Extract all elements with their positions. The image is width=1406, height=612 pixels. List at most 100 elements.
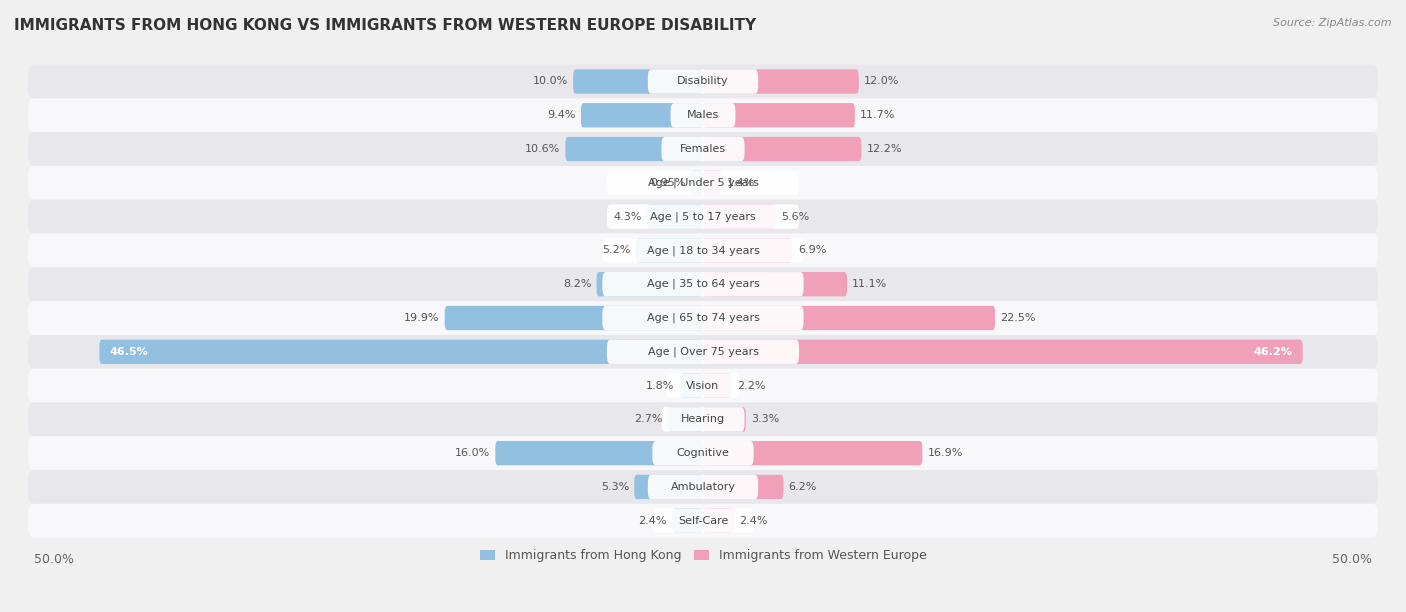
FancyBboxPatch shape — [581, 103, 703, 127]
FancyBboxPatch shape — [703, 441, 922, 465]
FancyBboxPatch shape — [602, 272, 804, 296]
Text: 11.1%: 11.1% — [852, 279, 887, 289]
Text: 2.2%: 2.2% — [737, 381, 765, 390]
Text: 46.2%: 46.2% — [1254, 347, 1292, 357]
FancyBboxPatch shape — [690, 171, 703, 195]
FancyBboxPatch shape — [28, 335, 1378, 368]
FancyBboxPatch shape — [28, 403, 1378, 436]
FancyBboxPatch shape — [703, 204, 776, 229]
FancyBboxPatch shape — [703, 69, 859, 94]
Text: 2.7%: 2.7% — [634, 414, 662, 424]
Text: 4.3%: 4.3% — [613, 212, 643, 222]
FancyBboxPatch shape — [565, 137, 703, 161]
FancyBboxPatch shape — [28, 436, 1378, 470]
Text: 16.9%: 16.9% — [928, 448, 963, 458]
Text: Age | 65 to 74 years: Age | 65 to 74 years — [647, 313, 759, 323]
FancyBboxPatch shape — [703, 272, 846, 296]
Text: Hearing: Hearing — [681, 414, 725, 424]
Text: Cognitive: Cognitive — [676, 448, 730, 458]
Text: Ambulatory: Ambulatory — [671, 482, 735, 492]
FancyBboxPatch shape — [703, 103, 855, 127]
Text: 5.3%: 5.3% — [600, 482, 628, 492]
Text: Vision: Vision — [686, 381, 720, 390]
FancyBboxPatch shape — [607, 340, 799, 364]
Text: 12.2%: 12.2% — [866, 144, 903, 154]
FancyBboxPatch shape — [28, 234, 1378, 267]
FancyBboxPatch shape — [444, 306, 703, 330]
Text: Disability: Disability — [678, 76, 728, 86]
Text: 0.95%: 0.95% — [650, 178, 686, 188]
FancyBboxPatch shape — [666, 373, 740, 398]
FancyBboxPatch shape — [636, 238, 703, 263]
FancyBboxPatch shape — [672, 509, 703, 533]
FancyBboxPatch shape — [668, 407, 703, 431]
Text: 8.2%: 8.2% — [562, 279, 592, 289]
Text: Source: ZipAtlas.com: Source: ZipAtlas.com — [1274, 18, 1392, 28]
FancyBboxPatch shape — [574, 69, 703, 94]
FancyBboxPatch shape — [28, 99, 1378, 132]
Text: 6.9%: 6.9% — [797, 245, 827, 255]
Text: 2.4%: 2.4% — [638, 516, 666, 526]
Text: 6.2%: 6.2% — [789, 482, 817, 492]
Text: 22.5%: 22.5% — [1000, 313, 1036, 323]
Text: 11.7%: 11.7% — [860, 110, 896, 121]
FancyBboxPatch shape — [703, 306, 995, 330]
FancyBboxPatch shape — [703, 137, 862, 161]
FancyBboxPatch shape — [28, 301, 1378, 335]
Text: Females: Females — [681, 144, 725, 154]
FancyBboxPatch shape — [28, 368, 1378, 403]
Legend: Immigrants from Hong Kong, Immigrants from Western Europe: Immigrants from Hong Kong, Immigrants fr… — [475, 544, 931, 567]
FancyBboxPatch shape — [661, 407, 745, 431]
Text: Males: Males — [688, 110, 718, 121]
FancyBboxPatch shape — [703, 509, 734, 533]
Text: 5.6%: 5.6% — [780, 212, 808, 222]
Text: 1.4%: 1.4% — [727, 178, 755, 188]
FancyBboxPatch shape — [28, 267, 1378, 301]
FancyBboxPatch shape — [28, 470, 1378, 504]
Text: 16.0%: 16.0% — [456, 448, 491, 458]
FancyBboxPatch shape — [703, 373, 731, 398]
Text: 19.9%: 19.9% — [404, 313, 440, 323]
FancyBboxPatch shape — [100, 340, 703, 364]
FancyBboxPatch shape — [28, 200, 1378, 234]
FancyBboxPatch shape — [703, 340, 1303, 364]
FancyBboxPatch shape — [607, 204, 799, 229]
FancyBboxPatch shape — [602, 238, 804, 263]
FancyBboxPatch shape — [28, 65, 1378, 99]
Text: 9.4%: 9.4% — [547, 110, 576, 121]
Text: 1.8%: 1.8% — [647, 381, 675, 390]
FancyBboxPatch shape — [647, 204, 703, 229]
FancyBboxPatch shape — [703, 407, 745, 431]
FancyBboxPatch shape — [703, 238, 793, 263]
Text: 10.6%: 10.6% — [524, 144, 560, 154]
Text: Self-Care: Self-Care — [678, 516, 728, 526]
Text: Age | 18 to 34 years: Age | 18 to 34 years — [647, 245, 759, 256]
Text: 3.3%: 3.3% — [751, 414, 779, 424]
FancyBboxPatch shape — [602, 306, 804, 330]
Text: Age | 5 to 17 years: Age | 5 to 17 years — [650, 211, 756, 222]
FancyBboxPatch shape — [28, 504, 1378, 537]
FancyBboxPatch shape — [671, 103, 735, 127]
Text: Age | Under 5 years: Age | Under 5 years — [648, 177, 758, 188]
FancyBboxPatch shape — [28, 132, 1378, 166]
FancyBboxPatch shape — [652, 441, 754, 465]
Text: 2.4%: 2.4% — [740, 516, 768, 526]
FancyBboxPatch shape — [28, 166, 1378, 200]
Text: Age | 35 to 64 years: Age | 35 to 64 years — [647, 279, 759, 289]
FancyBboxPatch shape — [648, 69, 758, 94]
FancyBboxPatch shape — [634, 475, 703, 499]
FancyBboxPatch shape — [703, 475, 783, 499]
FancyBboxPatch shape — [661, 137, 745, 161]
FancyBboxPatch shape — [607, 171, 799, 195]
Text: 10.0%: 10.0% — [533, 76, 568, 86]
Text: Age | Over 75 years: Age | Over 75 years — [648, 346, 758, 357]
Text: IMMIGRANTS FROM HONG KONG VS IMMIGRANTS FROM WESTERN EUROPE DISABILITY: IMMIGRANTS FROM HONG KONG VS IMMIGRANTS … — [14, 18, 756, 34]
FancyBboxPatch shape — [652, 509, 754, 533]
FancyBboxPatch shape — [679, 373, 703, 398]
FancyBboxPatch shape — [596, 272, 703, 296]
Text: 12.0%: 12.0% — [863, 76, 900, 86]
FancyBboxPatch shape — [495, 441, 703, 465]
Text: 46.5%: 46.5% — [110, 347, 149, 357]
FancyBboxPatch shape — [703, 171, 721, 195]
FancyBboxPatch shape — [648, 475, 758, 499]
